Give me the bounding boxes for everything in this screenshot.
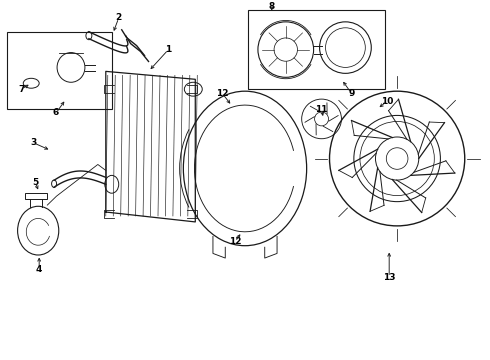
Text: 1: 1 [165, 45, 172, 54]
Text: 3: 3 [30, 138, 36, 147]
Text: 11: 11 [315, 104, 328, 113]
Text: 4: 4 [36, 265, 42, 274]
Text: 13: 13 [383, 273, 395, 282]
Text: 6: 6 [53, 108, 59, 117]
Bar [25, 193, 48, 199]
Text: 7: 7 [18, 85, 24, 94]
Text: 8: 8 [269, 3, 275, 12]
Bar [7, 32, 112, 109]
Text: 9: 9 [348, 89, 355, 98]
Text: 12: 12 [216, 89, 228, 98]
Text: 10: 10 [381, 96, 393, 105]
Text: 5: 5 [32, 178, 38, 187]
Text: 12: 12 [229, 237, 241, 246]
Text: 2: 2 [116, 13, 122, 22]
Bar [248, 10, 385, 89]
